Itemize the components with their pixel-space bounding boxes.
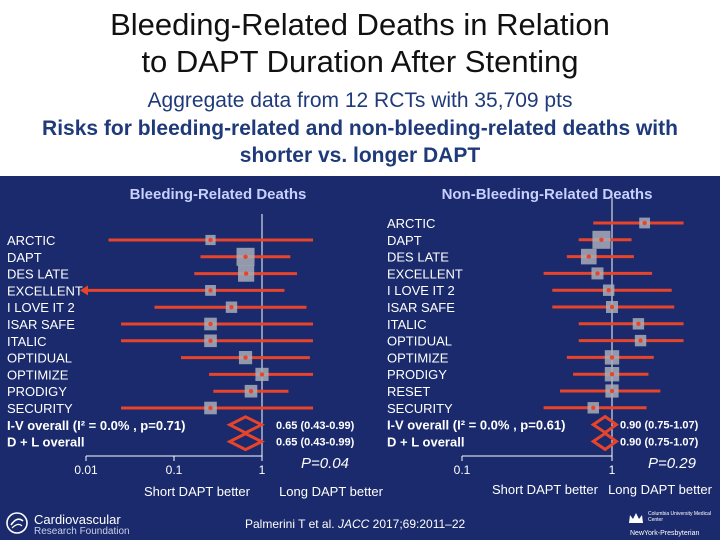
bleeding-label-optimize: OPTIMIZE (7, 367, 69, 382)
nonbleeding-estimate-summary-1: 0.90 (0.75-1.07) (620, 420, 699, 432)
nonbleeding-label-excellent: EXCELLENT (387, 266, 463, 281)
bleeding-point-italic (208, 338, 213, 343)
nonbleeding-label-isar-safe: ISAR SAFE (387, 300, 455, 315)
bleeding-diamond-summary-1 (226, 415, 265, 435)
nonbleeding-label-optimize: OPTIMIZE (387, 350, 449, 365)
bleeding-tick-label-1: 0.1 (166, 463, 183, 477)
nonbleeding-tick-label-0: 0.1 (454, 463, 471, 477)
columbia-logo-text: Columbia University Medical Center (648, 511, 712, 523)
nonbleeding-xlabel-right: Long DAPT better (608, 482, 712, 497)
crf-logo-line-2: Research Foundation (34, 526, 130, 537)
bleeding-xlabel-left: Short DAPT better (144, 484, 251, 499)
nonbleeding-point-des-late (586, 254, 591, 259)
bleeding-label-isar-safe: ISAR SAFE (7, 317, 75, 332)
bleeding-label-prodigy: PRODIGY (7, 384, 67, 399)
nonbleeding-label-italic: ITALIC (387, 317, 427, 332)
nonbleeding-tick-label-1: 1 (609, 463, 616, 477)
bleeding-ci-arrow-excellent (80, 285, 88, 296)
slide-subtitle: Aggregate data from 12 RCTs with 35,709 … (147, 89, 573, 112)
bleeding-point-optidual (243, 355, 248, 360)
nonbleeding-point-security (591, 405, 596, 410)
bleeding-label-summary-2: D + L overall (7, 435, 84, 450)
nonbleeding-label-i-love-it-2: I LOVE IT 2 (387, 283, 455, 298)
bleeding-label-dapt: DAPT (7, 250, 42, 265)
header: Bleeding-Related Deaths in Relation to D… (0, 0, 720, 176)
nonbleeding-label-des-late: DES LATE (387, 250, 449, 265)
nonbleeding-estimate-summary-2: 0.90 (0.75-1.07) (620, 436, 699, 448)
nonbleeding-label-arctic: ARCTIC (387, 216, 435, 231)
crown-icon (629, 513, 643, 523)
crf-logo-icon (6, 512, 28, 534)
nonbleeding-label-dapt: DAPT (387, 233, 422, 248)
citation: Palmerini T et al. JACC 2017;69:2011–22 (245, 517, 465, 531)
citation-authors: Palmerini T et al. (245, 517, 335, 531)
bleeding-xlabel-right: Long DAPT better (279, 484, 383, 499)
forest-plots: Bleeding-Related Deaths ARCTIC DAPT DES LAT… (7, 186, 713, 499)
bleeding-label-arctic: ARCTIC (7, 233, 55, 248)
slide-title: Bleeding-Related Deaths in Relation to D… (0, 6, 720, 80)
nonbleeding-p-value: P=0.29 (648, 455, 697, 472)
bleeding-point-security (208, 405, 213, 411)
nonbleeding-label-summary-1: I-V overall (I² = 0.0% , p=0.61) (387, 418, 565, 433)
nonbleeding-label-summary-2: D + L overall (387, 434, 464, 449)
nonbleeding-xlabel-left: Short DAPT better (492, 482, 599, 497)
nonbleeding-point-i-love-it-2 (606, 288, 611, 293)
nonbleeding-diamond-summary-2 (590, 431, 619, 452)
crf-logo: Cardiovascular Research Foundation (6, 510, 166, 537)
columbia-nyp-logo: Columbia University Medical Center NewYo… (624, 508, 720, 538)
nonbleeding-point-excellent (595, 271, 600, 276)
bleeding-label-optidual: OPTIDUAL (7, 351, 72, 366)
nonbleeding-point-dapt (599, 237, 604, 242)
bleeding-tick-label-2: 1 (259, 463, 266, 477)
nonbleeding-label-prodigy: PRODIGY (387, 367, 447, 382)
bleeding-point-prodigy (248, 389, 254, 394)
nonbleeding-panel-title: Non-Bleeding-Related Deaths (442, 186, 653, 203)
nonbleeding-point-prodigy (609, 372, 615, 377)
nonbleeding-diamond-summary-1 (590, 414, 619, 435)
slide-subtitle-2: Risks for bleeding-related and non-bleed… (42, 117, 678, 167)
bleeding-point-excellent (208, 288, 213, 293)
nonbleeding-point-arctic (642, 220, 647, 226)
bleeding-p-value: P=0.04 (301, 455, 349, 472)
nonbleeding-point-optidual (638, 338, 643, 343)
bleeding-diamond-summary-2 (226, 431, 265, 452)
footer (0, 506, 720, 540)
nonbleeding-point-optimize (609, 355, 615, 360)
bleeding-point-des-late (243, 271, 249, 276)
bleeding-point-isar-safe (208, 321, 213, 327)
bleeding-label-summary-1: I-V overall (I² = 0.0% , p=0.71) (7, 418, 185, 433)
bleeding-tick-label-0: 0.01 (74, 463, 98, 477)
bleeding-point-dapt (243, 254, 248, 259)
nonbleeding-point-reset (609, 388, 615, 394)
nonbleeding-point-isar-safe (609, 304, 615, 310)
bleeding-label-security: SECURITY (7, 401, 73, 416)
title-line-2: to DAPT Duration After Stenting (141, 44, 579, 79)
nonbleeding-point-italic (636, 321, 641, 326)
title-line-1: Bleeding-Related Deaths in Relation (110, 7, 610, 42)
nyp-logo-text: NewYork-Presbyterian (630, 530, 700, 537)
bleeding-label-des-late: DES LATE (7, 267, 69, 282)
crf-logo-line-1: Cardiovascular (34, 512, 121, 527)
nonbleeding-label-reset: RESET (387, 384, 430, 399)
nonbleeding-label-security: SECURITY (387, 401, 453, 416)
citation-ref: 2017;69:2011–22 (372, 517, 466, 531)
bleeding-point-arctic (208, 237, 213, 243)
bleeding-label-excellent: EXCELLENT (7, 283, 83, 298)
bleeding-label-i-love-it-2: I LOVE IT 2 (7, 300, 75, 315)
bleeding-label-italic: ITALIC (7, 334, 47, 349)
bleeding-estimate-summary-2: 0.65 (0.43-0.99) (276, 437, 355, 449)
bleeding-point-i-love-it-2 (229, 305, 234, 310)
citation-journal: JACC (337, 517, 370, 531)
chart-panel: Bleeding-Related Deaths ARCTIC DAPT DES LAT… (0, 176, 720, 506)
nonbleeding-label-optidual: OPTIDUAL (387, 334, 452, 349)
bleeding-estimate-summary-1: 0.65 (0.43-0.99) (276, 420, 355, 432)
bleeding-panel-title: Bleeding-Related Deaths (130, 186, 307, 203)
bleeding-point-optimize (259, 372, 265, 377)
